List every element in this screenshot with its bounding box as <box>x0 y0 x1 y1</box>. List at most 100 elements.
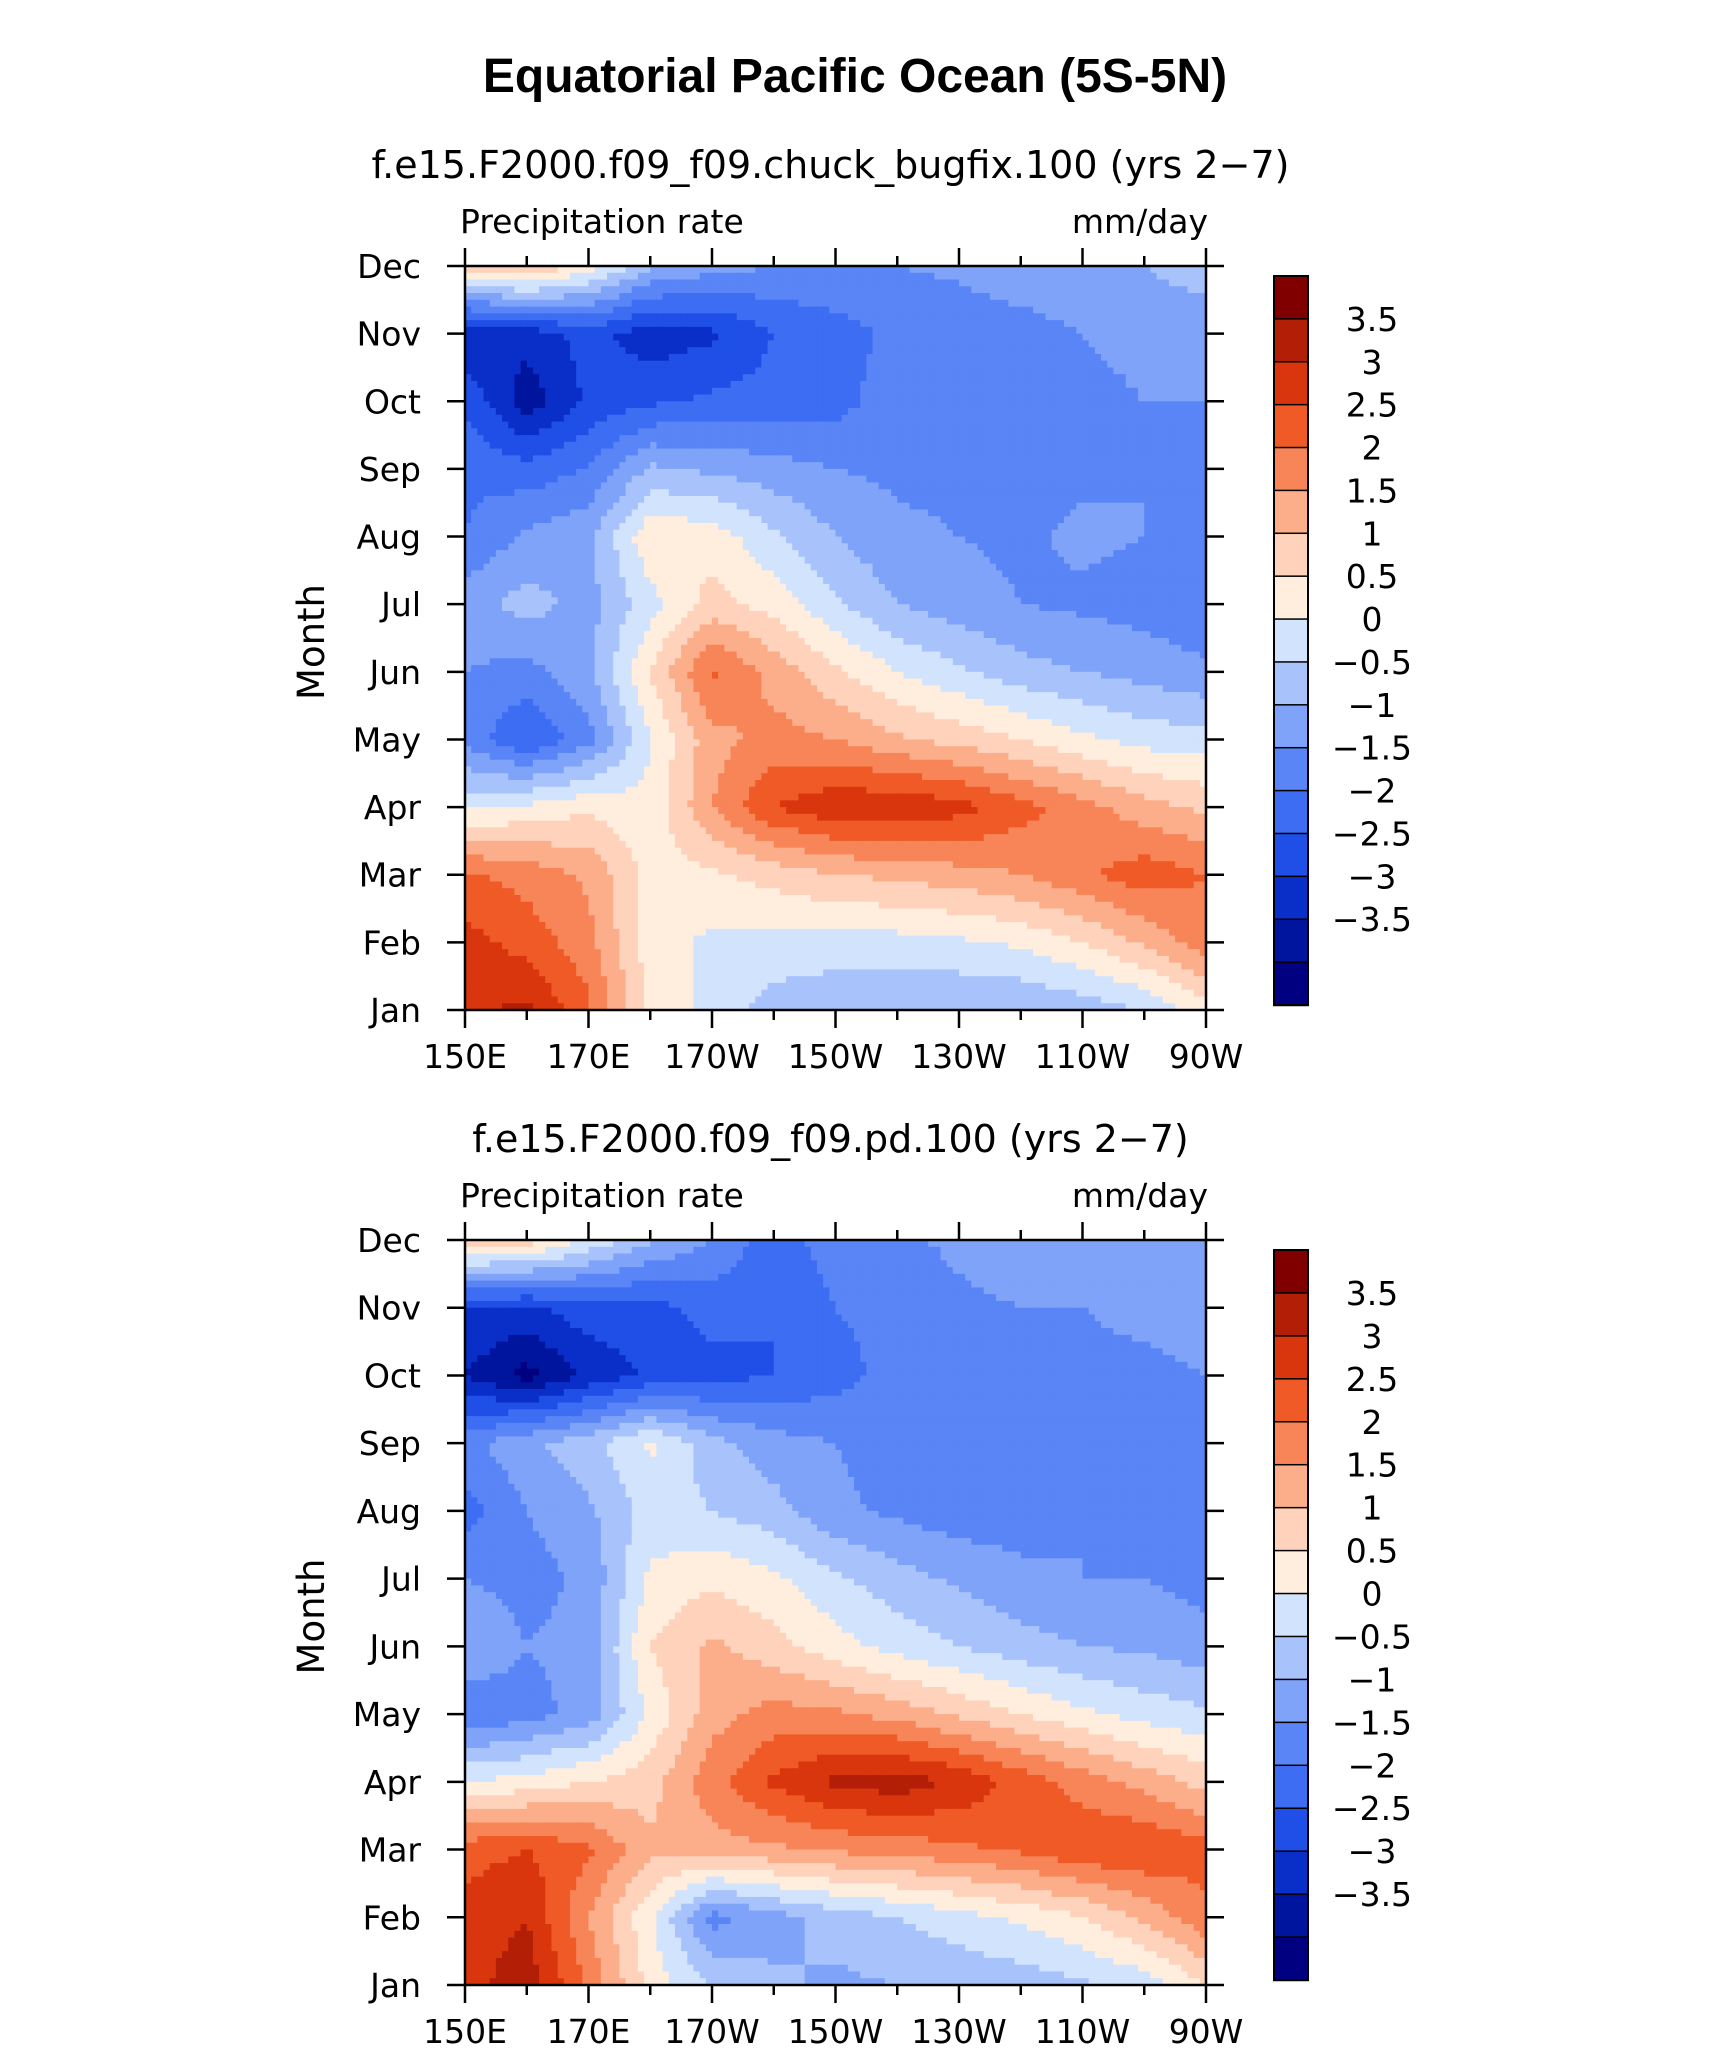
heatmap-cell <box>1157 334 1164 341</box>
heatmap-cell <box>601 347 608 354</box>
heatmap-cell <box>1138 503 1145 510</box>
heatmap-cell <box>768 469 775 476</box>
heatmap-cell <box>848 374 855 381</box>
heatmap-cell <box>1126 449 1133 456</box>
heatmap-cell <box>527 327 534 334</box>
heatmap-cell <box>490 476 497 483</box>
heatmap-cell <box>1027 469 1034 476</box>
heatmap-cell <box>675 334 682 341</box>
heatmap-cell <box>873 307 880 314</box>
heatmap-cell <box>601 313 608 320</box>
heatmap-cell <box>718 273 725 280</box>
heatmap-cell <box>916 381 923 388</box>
heatmap-cell <box>1095 327 1102 334</box>
heatmap-cell <box>471 388 478 395</box>
heatmap-cell <box>626 381 633 388</box>
heatmap-cell <box>922 428 929 435</box>
heatmap-cell <box>1095 537 1102 544</box>
heatmap-cell <box>669 435 676 442</box>
heatmap-cell <box>959 530 966 537</box>
heatmap-cell <box>1144 367 1151 374</box>
heatmap-cell <box>897 300 904 307</box>
heatmap-cell <box>595 388 602 395</box>
heatmap-cell <box>1089 428 1096 435</box>
heatmap-cell <box>984 523 991 530</box>
heatmap-cell <box>1089 307 1096 314</box>
heatmap-cell <box>780 489 787 496</box>
heatmap-cell <box>681 469 688 476</box>
heatmap-cell <box>1076 286 1083 293</box>
heatmap-cell <box>1169 455 1176 462</box>
heatmap-cell <box>539 280 546 287</box>
heatmap-cell <box>539 469 546 476</box>
heatmap-cell <box>490 293 497 300</box>
heatmap-cell <box>496 307 503 314</box>
heatmap-cell <box>724 340 731 347</box>
heatmap-cell <box>1021 374 1028 381</box>
heatmap-cell <box>1039 354 1046 361</box>
heatmap-cell <box>626 320 633 327</box>
heatmap-cell <box>1083 482 1090 489</box>
heatmap-cell <box>718 347 725 354</box>
heatmap-cell <box>607 537 614 544</box>
heatmap-cell <box>613 293 620 300</box>
heatmap-cell <box>619 395 626 402</box>
heatmap-cell <box>718 401 725 408</box>
heatmap-cell <box>551 327 558 334</box>
heatmap-cell <box>1144 293 1151 300</box>
heatmap-cell <box>879 327 886 334</box>
heatmap-cell <box>650 395 657 402</box>
heatmap-cell <box>860 415 867 422</box>
heatmap-cell <box>903 408 910 415</box>
heatmap-cell <box>1027 354 1034 361</box>
heatmap-cell <box>743 516 750 523</box>
heatmap-cell <box>1015 415 1022 422</box>
heatmap-cell <box>508 523 515 530</box>
heatmap-cell <box>1113 280 1120 287</box>
heatmap-cell <box>595 435 602 442</box>
heatmap-cell <box>724 482 731 489</box>
heatmap-cell <box>545 334 552 341</box>
heatmap-cell <box>1181 320 1188 327</box>
heatmap-cell <box>527 543 534 550</box>
heatmap-cell <box>749 449 756 456</box>
heatmap-cell <box>947 381 954 388</box>
heatmap-cell <box>1138 293 1145 300</box>
heatmap-cell <box>811 435 818 442</box>
heatmap-cell <box>811 415 818 422</box>
heatmap-cell <box>619 523 626 530</box>
heatmap-cell <box>595 503 602 510</box>
heatmap-cell <box>1015 300 1022 307</box>
heatmap-cell <box>885 462 892 469</box>
heatmap-cell <box>669 428 676 435</box>
heatmap-cell <box>724 523 731 530</box>
heatmap-cell <box>922 509 929 516</box>
heatmap-cell <box>669 503 676 510</box>
heatmap-cell <box>521 415 528 422</box>
heatmap-cell <box>928 347 935 354</box>
heatmap-cell <box>502 476 509 483</box>
heatmap-cell <box>1008 489 1015 496</box>
heatmap-cell <box>1120 442 1127 449</box>
heatmap-cell <box>558 367 565 374</box>
heatmap-cell <box>675 300 682 307</box>
heatmap-cell <box>934 340 941 347</box>
heatmap-cell <box>953 401 960 408</box>
heatmap-cell <box>1021 509 1028 516</box>
heatmap-cell <box>527 523 534 530</box>
heatmap-cell <box>706 367 713 374</box>
heatmap-cell <box>1163 361 1170 368</box>
heatmap-cell <box>589 435 596 442</box>
heatmap-cell <box>823 327 830 334</box>
heatmap-cell <box>514 395 521 402</box>
heatmap-cell <box>1027 503 1034 510</box>
heatmap-cell <box>873 455 880 462</box>
heatmap-cell <box>842 442 849 449</box>
heatmap-cell <box>595 496 602 503</box>
heatmap-cell <box>521 273 528 280</box>
heatmap-cell <box>1052 428 1059 435</box>
heatmap-cell <box>1163 496 1170 503</box>
heatmap-cell <box>644 516 651 523</box>
heatmap-cell <box>1175 367 1182 374</box>
heatmap-cell <box>737 307 744 314</box>
